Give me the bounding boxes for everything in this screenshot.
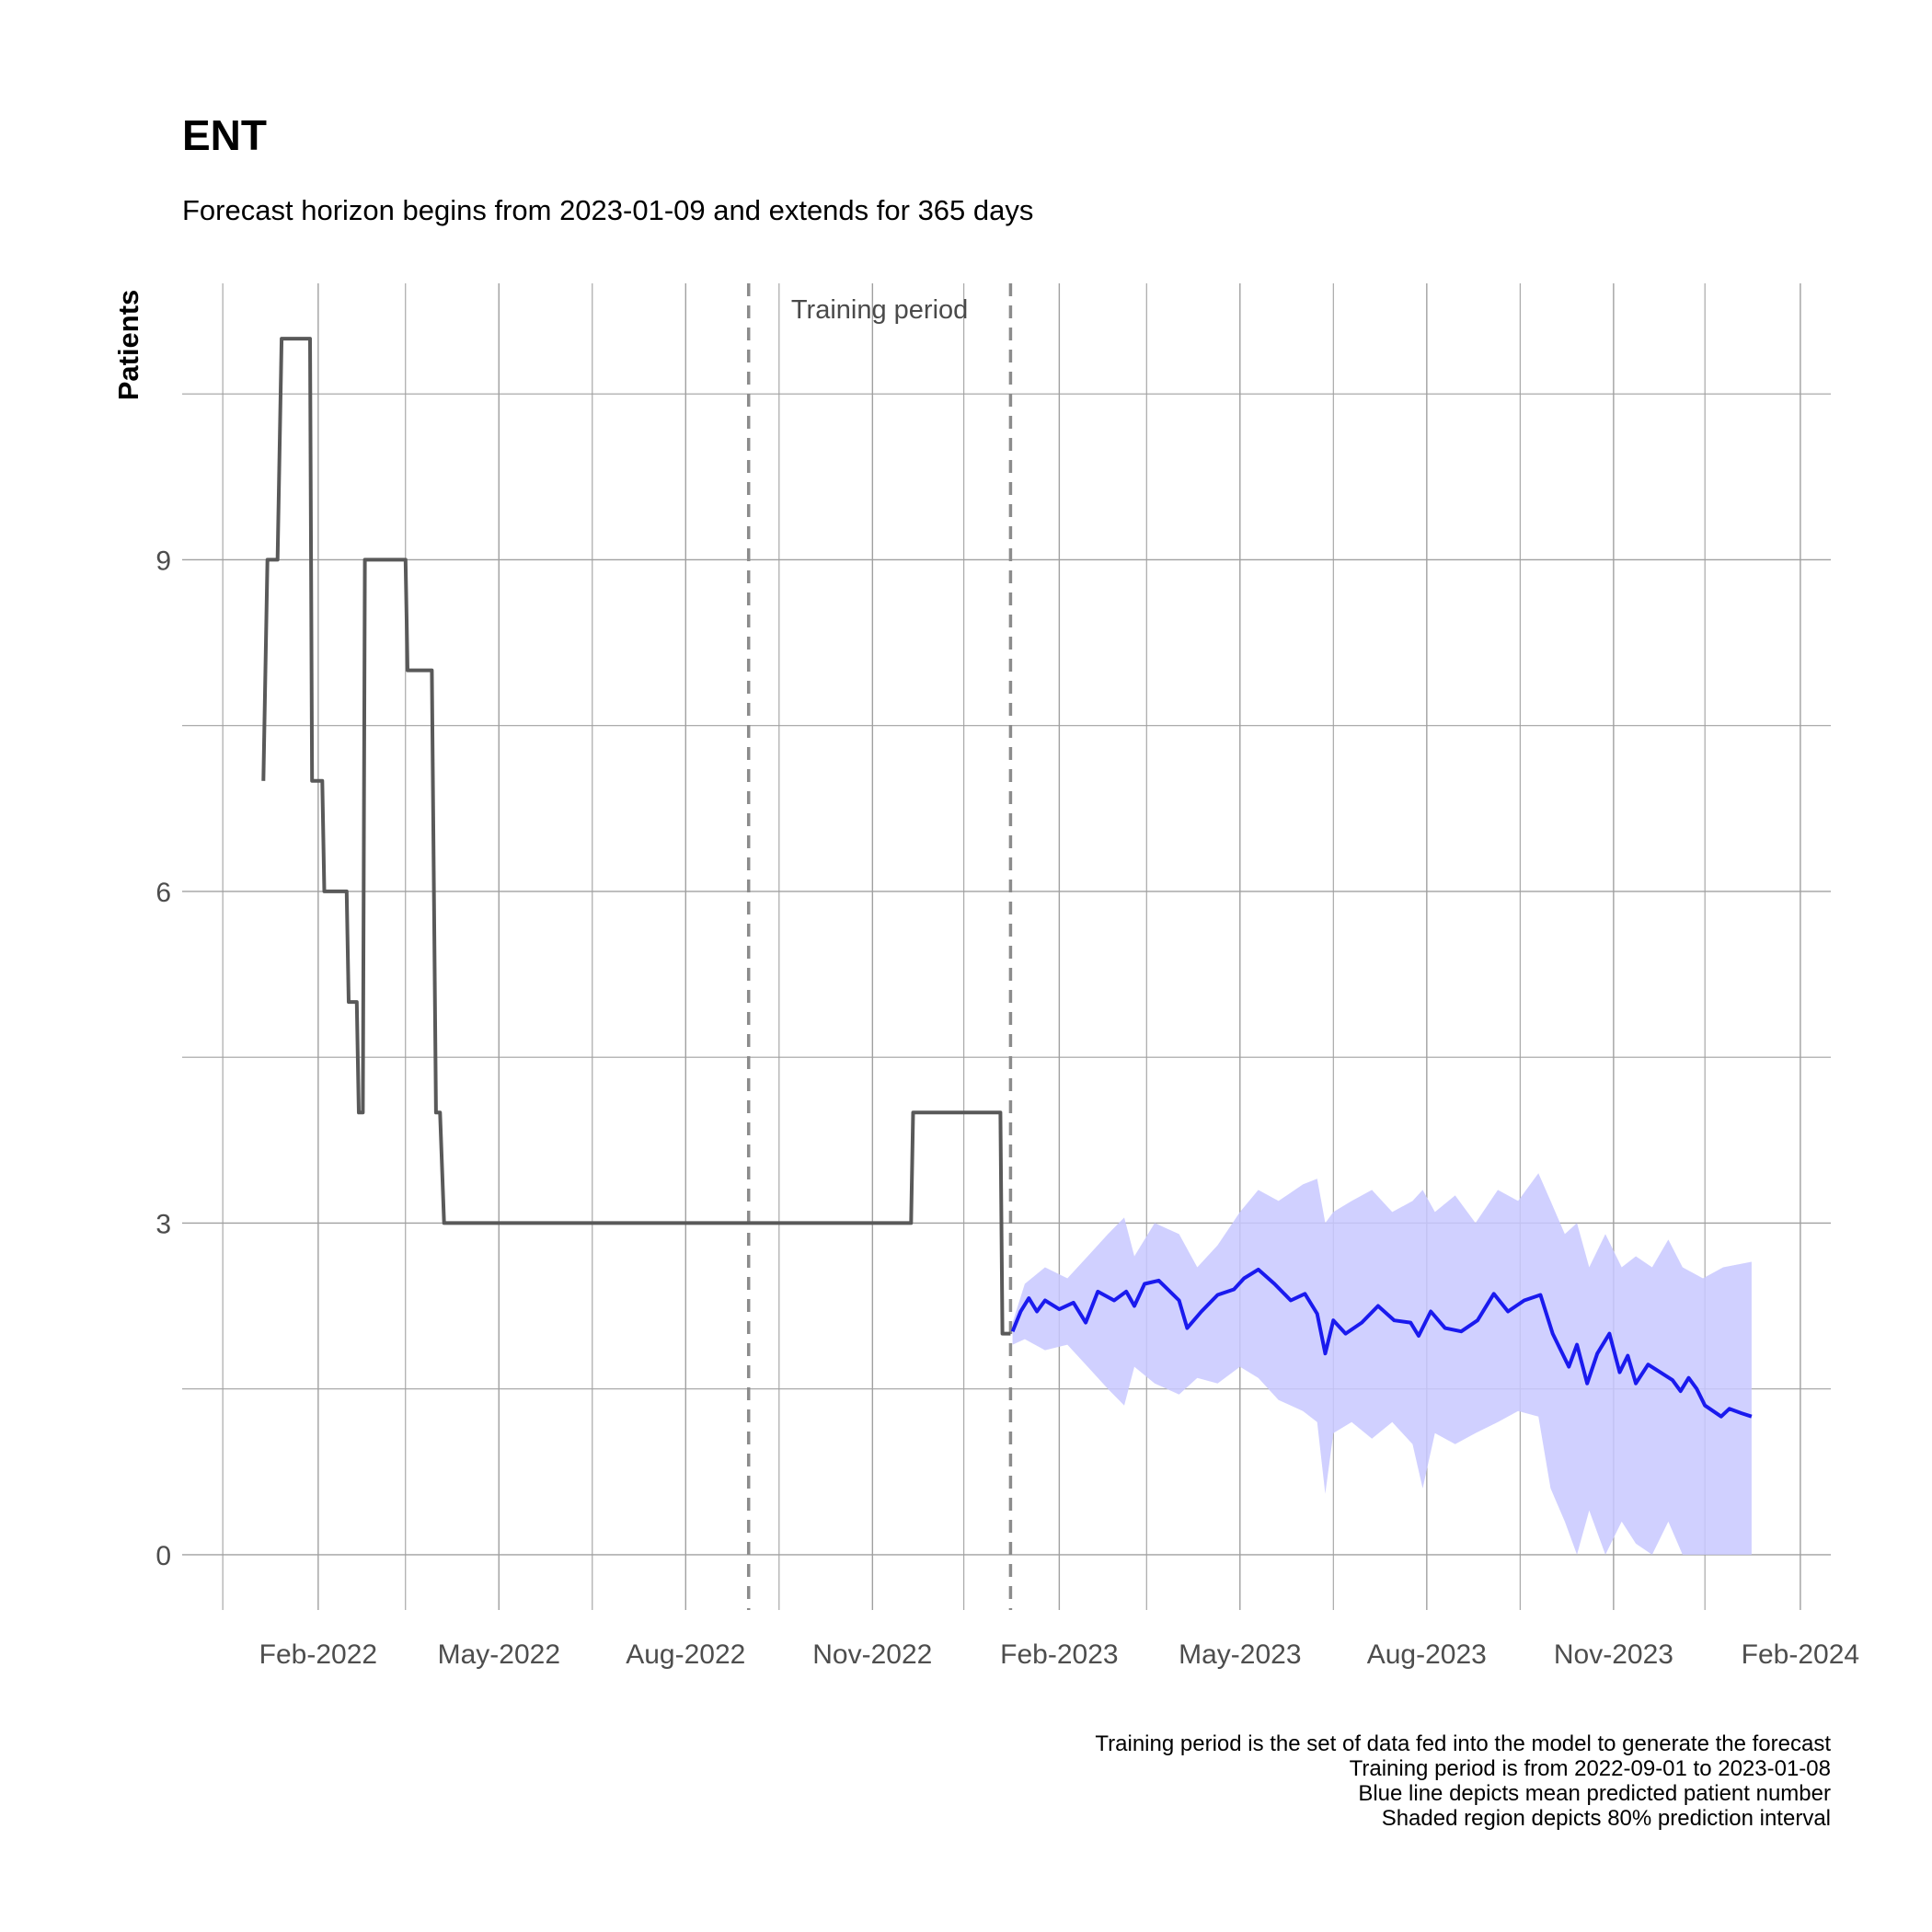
series-line-layer (261, 337, 1753, 1419)
y-tick-label: 6 (155, 878, 171, 908)
x-tick-label: Feb-2022 (259, 1639, 377, 1670)
prediction-interval-band (1012, 1173, 1752, 1555)
forecast-mean-line (1010, 1267, 1753, 1419)
x-tick-label: May-2023 (1179, 1639, 1301, 1670)
prediction-interval-layer (1012, 1173, 1752, 1555)
chart-title: ENT (182, 111, 267, 159)
x-tick-label: May-2022 (438, 1639, 560, 1670)
training-period-label: Training period (791, 295, 968, 325)
y-axis-label: Patients (112, 290, 144, 401)
observed-patients-line (261, 337, 1011, 1336)
x-tick-label: Feb-2023 (1000, 1639, 1118, 1670)
y-tick-label: 0 (155, 1541, 171, 1571)
caption: Training period is the set of data fed i… (1095, 1731, 1831, 1831)
caption-line: Shaded region depicts 80% prediction int… (1382, 1806, 1831, 1831)
caption-line: Training period is the set of data fed i… (1095, 1731, 1831, 1756)
y-tick-label: 3 (155, 1209, 171, 1239)
x-tick-label: Nov-2023 (1554, 1639, 1673, 1670)
chart-subtitle: Forecast horizon begins from 2023-01-09 … (182, 194, 1033, 226)
x-tick-label: Aug-2023 (1367, 1639, 1487, 1670)
axis-tick-label-layer: Feb-2022 May-2022 Aug-2022 Nov-2022 Feb-2023… (155, 546, 1859, 1670)
x-tick-label: Feb-2024 (1742, 1639, 1859, 1670)
caption-line: Training period is from 2022-09-01 to 20… (1350, 1756, 1831, 1781)
y-tick-label: 9 (155, 546, 171, 576)
caption-line: Blue line depicts mean predicted patient… (1358, 1781, 1831, 1806)
training-period-layer: Training period (746, 283, 1013, 1610)
x-tick-label: Aug-2022 (626, 1639, 745, 1670)
x-tick-label: Nov-2022 (812, 1639, 932, 1670)
